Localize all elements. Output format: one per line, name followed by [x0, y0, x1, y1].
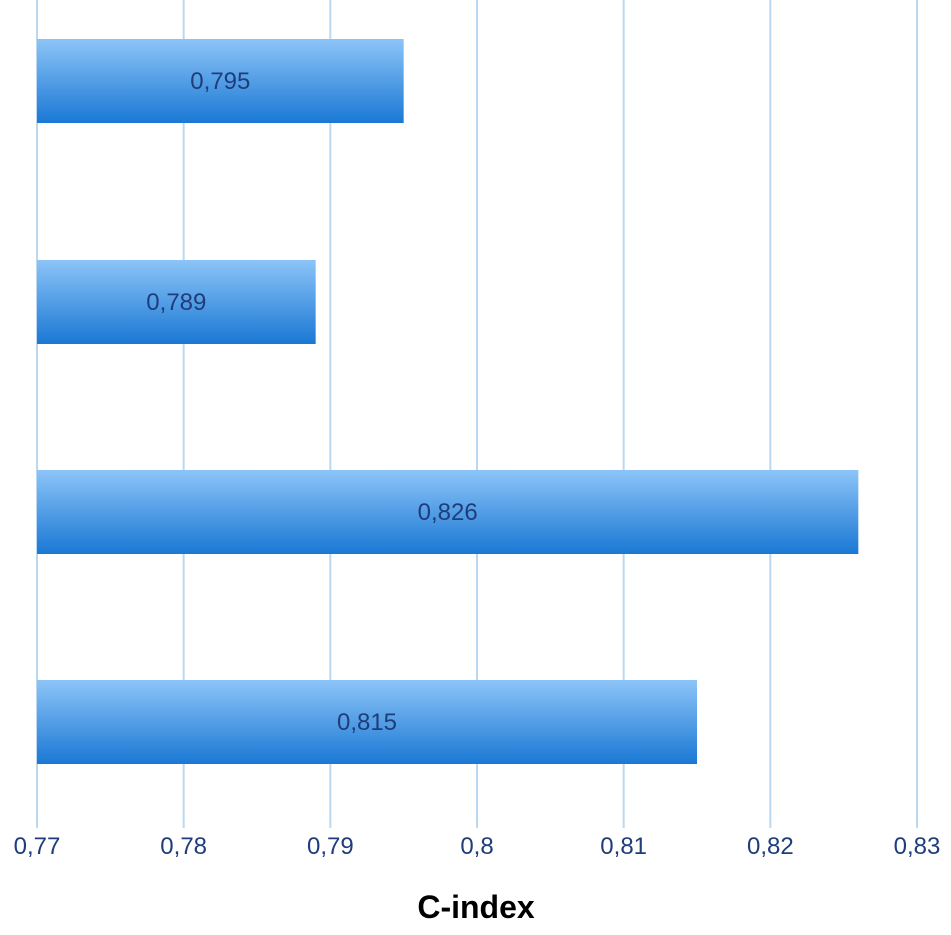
x-tick-label: 0,82	[747, 833, 794, 860]
bar-data-label: 0,815	[337, 709, 397, 736]
bar	[37, 39, 404, 123]
x-tick-label: 0,78	[160, 833, 207, 860]
x-tick-label: 0,77	[14, 833, 61, 860]
x-tick-label: 0,8	[460, 833, 493, 860]
bar-data-label: 0,795	[190, 68, 250, 95]
bars	[37, 39, 859, 764]
x-axis-title: C-index	[417, 889, 535, 925]
bar-data-label: 0,789	[146, 289, 206, 316]
x-tick-label: 0,79	[307, 833, 354, 860]
x-tick-label: 0,83	[894, 833, 941, 860]
bar	[37, 680, 697, 764]
gridlines	[36, 0, 918, 828]
x-axis-tick-labels: 0,77 0,78 0,79 0,8 0,81 0,82 0,83	[14, 833, 941, 860]
bar	[37, 470, 859, 554]
x-tick-label: 0,81	[600, 833, 647, 860]
bar-data-labels: 0,795 0,789 0,826 0,815	[146, 68, 477, 736]
bar	[37, 260, 316, 344]
bar-data-label: 0,826	[418, 499, 478, 526]
